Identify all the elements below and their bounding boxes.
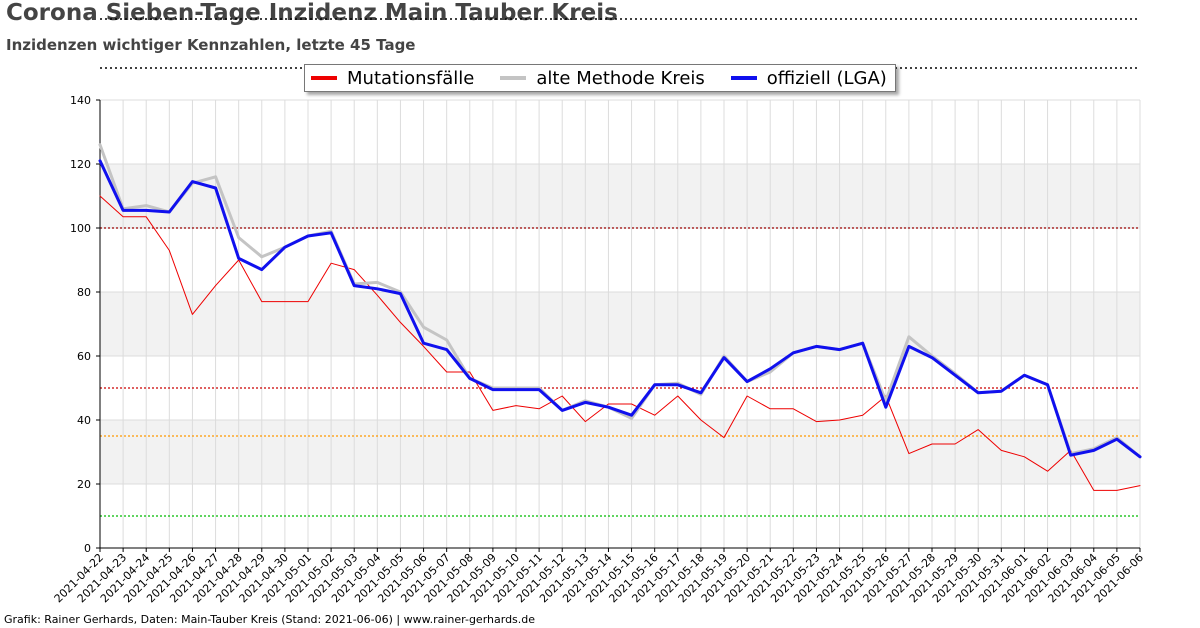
footer-credit: Grafik: Rainer Gerhards, Daten: Main-Tau…: [4, 613, 536, 626]
y-tick-label: 120: [70, 158, 91, 171]
y-tick-label: 20: [77, 478, 91, 491]
page-subtitle: Inzidenzen wichtiger Kennzahlen, letzte …: [6, 36, 416, 54]
page-title: Corona Sieben-Tage Inzidenz Main Tauber …: [6, 0, 618, 26]
legend-item-offiziell: offiziell (LGA): [730, 67, 887, 89]
y-tick-label: 140: [70, 94, 91, 107]
series-line-2: [98, 159, 1142, 459]
y-band: [100, 292, 1140, 356]
legend-item-alte-methode: alte Methode Kreis: [500, 67, 705, 89]
legend-label-alte-methode: alte Methode Kreis: [536, 67, 705, 89]
legend-item-mutationsfaelle: Mutationsfälle: [311, 68, 474, 89]
y-tick-label: 100: [70, 222, 91, 235]
legend-label-offiziell: offiziell (LGA): [766, 67, 887, 89]
y-band: [100, 164, 1140, 228]
y-band: [100, 420, 1140, 484]
y-tick-label: 40: [77, 414, 91, 427]
y-tick-label: 60: [77, 350, 91, 363]
chart-legend: Mutationsfälle alte Methode Kreis offizi…: [304, 64, 896, 92]
y-tick-label: 0: [84, 542, 91, 555]
y-tick-label: 80: [77, 286, 91, 299]
legend-swatch-offiziell: [730, 76, 757, 80]
legend-label-mutationsfaelle: Mutationsfälle: [347, 67, 475, 89]
series-line-0: [99, 195, 1141, 491]
legend-swatch-mutationsfaelle: [311, 76, 337, 80]
legend-swatch-alte-methode: [500, 76, 527, 80]
